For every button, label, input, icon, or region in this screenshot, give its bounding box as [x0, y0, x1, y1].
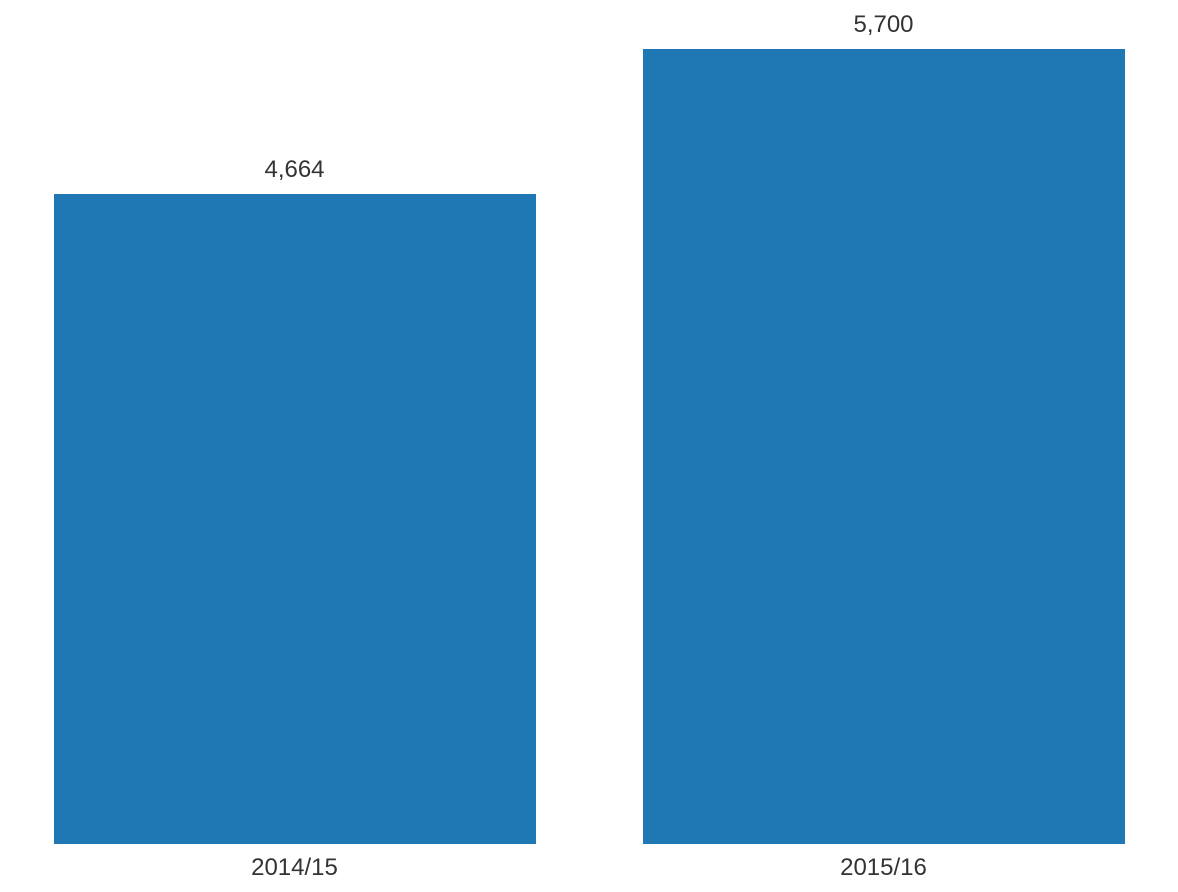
x-axis-labels: 2014/15 2015/16 — [0, 854, 1178, 882]
bar-group-1: 5,700 — [643, 11, 1125, 844]
bar-group-0: 4,664 — [54, 156, 536, 845]
x-label-1: 2015/16 — [643, 854, 1125, 882]
bar-1 — [643, 49, 1125, 844]
bars-area: 4,664 5,700 — [0, 10, 1178, 844]
x-label-0: 2014/15 — [54, 854, 536, 882]
bar-chart: 4,664 5,700 2014/15 2015/16 — [0, 0, 1178, 892]
bar-0 — [54, 194, 536, 845]
bar-value-0: 4,664 — [264, 156, 324, 184]
bar-value-1: 5,700 — [853, 11, 913, 39]
